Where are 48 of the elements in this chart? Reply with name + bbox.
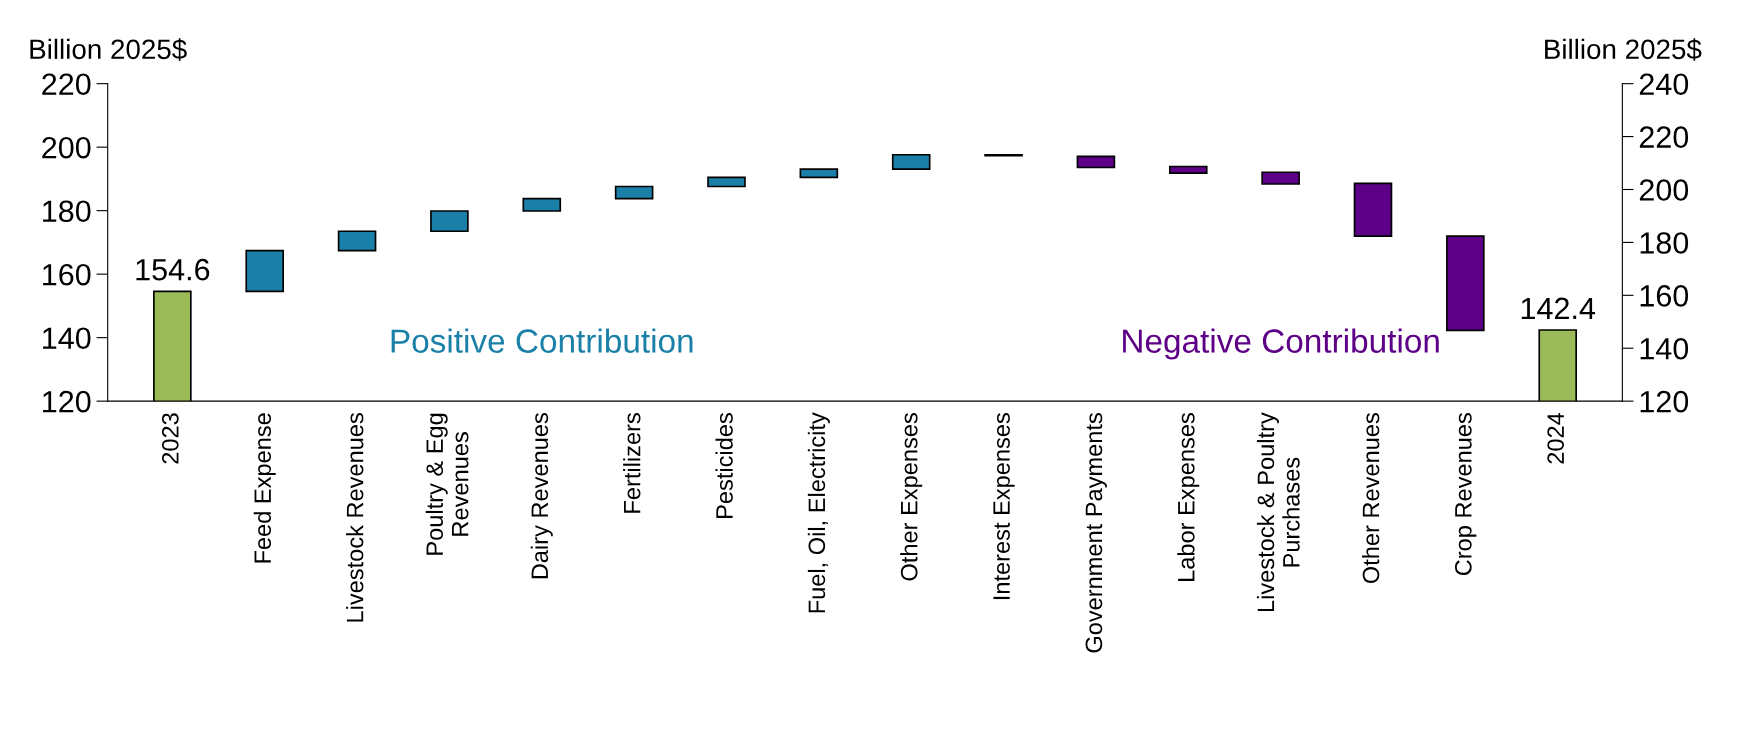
bar	[614, 185, 654, 200]
bar	[707, 176, 746, 188]
text: Positive Contribution	[391, 328, 693, 353]
bar	[245, 249, 285, 293]
x-tick-label: Labor Expenses	[1177, 413, 1200, 581]
x-tick-label: Government Payments	[1085, 413, 1107, 653]
y-tick-label: 200	[42, 136, 91, 159]
y-tick-label: 180	[43, 200, 91, 223]
x-tick-label: Livestock & Poultry Purchases	[1256, 412, 1300, 612]
bar	[1261, 171, 1300, 185]
y2-tick-label: 200	[1639, 179, 1689, 201]
x-tick-label: 2023	[161, 413, 179, 464]
bar	[1446, 235, 1485, 332]
x-tick-label: 2024	[1547, 412, 1565, 464]
y-tick-label: 160	[43, 263, 91, 286]
bar	[430, 210, 469, 233]
series-label: Negative Contribution	[1123, 328, 1439, 360]
bar	[1076, 155, 1116, 169]
bar	[1168, 165, 1208, 175]
x-tick-label: Feed Expense	[253, 413, 276, 563]
bar	[337, 230, 377, 252]
y-axis-title: Billion 2025$	[30, 38, 187, 61]
y2-tick-label: 180	[1640, 232, 1689, 254]
y2-tick-label: 140	[1640, 337, 1689, 360]
data-label: 142.4	[1521, 297, 1596, 319]
x-tick-label: Fertilizers	[623, 413, 641, 513]
y2-tick-label: 160	[1640, 285, 1689, 307]
x-tick-label: Poultry & Egg Revenues	[425, 413, 469, 555]
bar	[891, 153, 931, 170]
x-tick-label: Crop Revenues	[1454, 413, 1477, 576]
x-tick-label: Other Revenues	[1361, 413, 1380, 584]
y-tick-label: 120	[43, 390, 91, 413]
x-tick-label: Fuel, Oil, Electricity	[807, 412, 830, 613]
x-tick-label: Interest Expenses	[993, 413, 1015, 600]
y-tick-label: 220	[42, 73, 91, 96]
bar	[522, 197, 562, 212]
data-label: 154.6	[136, 258, 210, 281]
x-tick-label: Dairy Revenues	[530, 413, 553, 579]
bar	[799, 168, 839, 179]
x-tick-label: Pesticides	[715, 413, 733, 518]
bar	[1353, 182, 1393, 237]
y-tick-label: 140	[43, 327, 91, 350]
y2-tick-label: 120	[1640, 390, 1689, 413]
y2-tick-label: 220	[1639, 126, 1689, 148]
x-tick-label: Other Expenses	[900, 413, 923, 581]
y2-axis-title: Billion 2025$	[1545, 38, 1702, 61]
y2-tick-label: 240	[1639, 73, 1689, 96]
x-tick-label: Livestock Revenues	[346, 413, 364, 622]
